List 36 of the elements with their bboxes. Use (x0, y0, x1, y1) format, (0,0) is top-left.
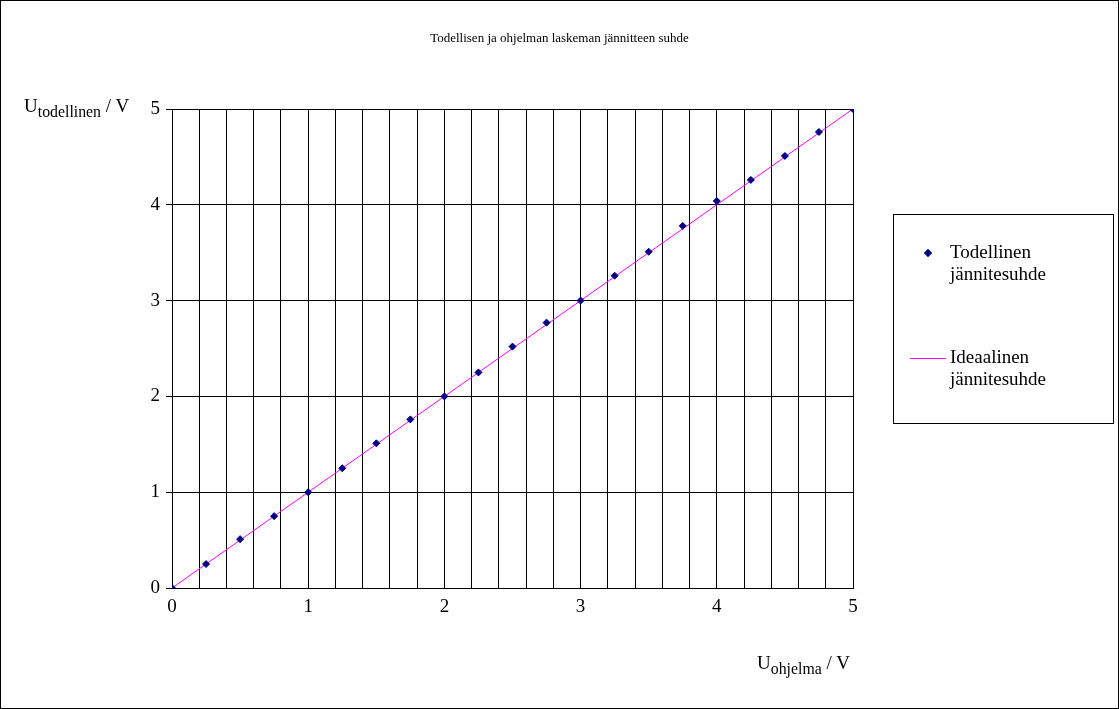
point (304, 488, 313, 497)
point (236, 535, 245, 544)
x-axis-title: U$_{ohjelma}$ / V (757, 652, 850, 678)
point (576, 296, 585, 305)
legend-label: Todellinen jännitesuhde (950, 241, 1048, 285)
point (270, 512, 279, 521)
y-tick-label: 5 (150, 96, 160, 118)
x-tick-label: 3 (575, 595, 586, 617)
y-axis-title: U$_{todellinen}$ / V (24, 95, 130, 121)
chart-title: Todellisen ja ohjelman laskeman jännitteen suhde (429, 30, 690, 46)
point (372, 439, 381, 448)
point (440, 392, 449, 401)
point (338, 464, 347, 473)
point (474, 368, 483, 377)
point (780, 151, 789, 160)
x-tick-label: 5 (848, 595, 858, 617)
point (746, 175, 755, 184)
point (508, 342, 517, 351)
point (406, 415, 415, 424)
point (644, 247, 653, 256)
x-tick-label: 1 (303, 595, 313, 617)
x-tick-label: 0 (167, 595, 177, 617)
point (202, 560, 211, 569)
point (814, 127, 823, 136)
point (542, 318, 551, 327)
x-tick-label: 2 (439, 595, 450, 617)
y-tick-label: 3 (150, 288, 160, 310)
x-tick-label: 4 (712, 595, 723, 617)
y-tick-label: 1 (150, 480, 160, 502)
legend-label: Ideaalinen jännitesuhde (950, 346, 1048, 390)
y-tick-label: 2 (150, 384, 160, 406)
point (610, 271, 619, 280)
point (712, 196, 721, 205)
y-tick-label: 4 (150, 192, 161, 214)
y-tick-label: 0 (150, 575, 160, 597)
point (678, 221, 687, 230)
